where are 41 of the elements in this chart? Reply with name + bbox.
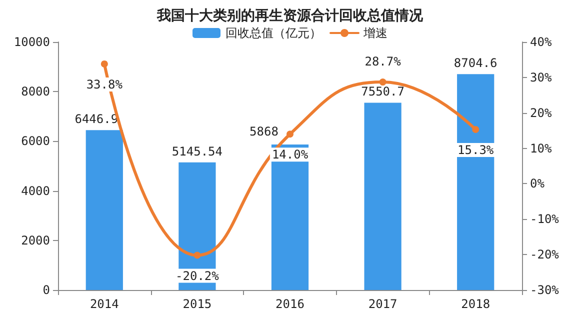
x-tick-label: 2014: [90, 297, 119, 311]
chart-title: 我国十大类别的再生资源合计回收总值情况: [156, 8, 424, 24]
x-tick-label: 2017: [368, 297, 398, 311]
y2-tick-label: 30%: [530, 70, 552, 84]
data-label: 33.8%: [86, 77, 124, 92]
y-tick-label: 8000: [21, 84, 50, 99]
point: [100, 60, 108, 68]
bar: [271, 144, 309, 290]
point: [472, 126, 480, 134]
bar: [457, 74, 494, 290]
bar: [86, 130, 123, 290]
data-label: 28.7%: [364, 54, 402, 69]
y2-tick-label: 0%: [530, 176, 546, 191]
data-label: 5145.54: [172, 144, 222, 158]
point: [379, 78, 386, 86]
data-label: 7550.7: [361, 84, 404, 99]
y2-tick-label: -30%: [530, 283, 560, 297]
bar: [364, 102, 402, 290]
legend-label: 增速: [362, 26, 388, 40]
data-label: 6446.9: [74, 112, 118, 126]
y2-tick-label: 40%: [530, 35, 552, 49]
y2-tick-label: 10%: [530, 141, 552, 156]
point: [194, 252, 201, 259]
y-tick-label: 2000: [21, 233, 50, 248]
x-tick-label: 2018: [461, 297, 490, 311]
data-label: -20.2%: [176, 268, 220, 283]
data-label: 15.3%: [458, 143, 494, 158]
y-tick-label: 6000: [21, 134, 50, 148]
x-tick-label: 2015: [182, 297, 212, 311]
y-tick-label: 0: [42, 283, 50, 297]
y-tick-label: 4000: [21, 184, 50, 198]
legend-label: 回收总值（亿元）: [226, 26, 322, 40]
data-label: 14.0%: [272, 148, 309, 162]
y2-tick-label: -20%: [530, 248, 560, 262]
data-label: 8704.6: [454, 56, 498, 70]
y-tick-label: 10000: [14, 35, 50, 49]
data-label: 5868: [250, 124, 278, 138]
y2-tick-label: -10%: [530, 212, 560, 226]
point: [286, 130, 294, 138]
x-tick-label: 2016: [276, 297, 304, 311]
y2-tick-label: 20%: [530, 106, 552, 120]
